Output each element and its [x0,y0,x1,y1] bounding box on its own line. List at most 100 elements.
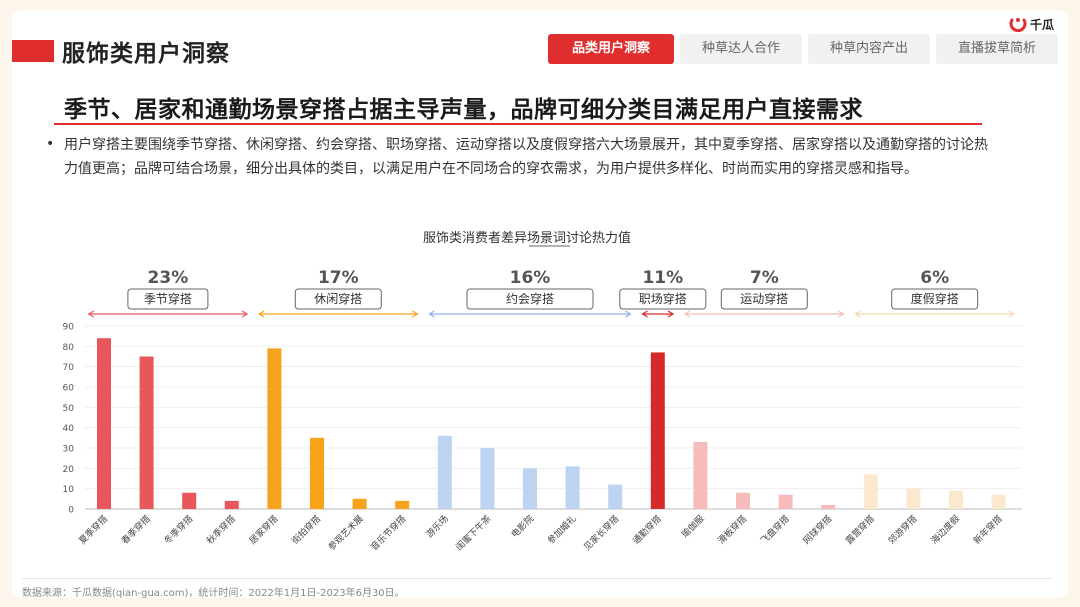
y-tick-label: 90 [63,323,75,333]
group-share: 7% [750,268,779,288]
bar [906,488,921,509]
x-tick-label: 网球穿搭 [800,513,834,547]
bar [139,356,154,509]
x-tick-label: 新年穿搭 [971,513,1005,547]
bar [650,352,665,509]
x-tick-label: 居家穿搭 [247,513,281,547]
x-tick-label: 冬季穿搭 [161,513,195,547]
tab-bar: 品类用户洞察 种草达人合作 种草内容产出 直播拔草简析 [548,34,1058,64]
page-title: 服饰类用户洞察 [62,41,230,67]
y-tick-label: 30 [63,445,75,455]
group-label: 运动穿搭 [740,291,788,306]
bar [395,500,410,509]
arrow-head-left [257,310,265,318]
bar [565,466,580,509]
group-label: 职场穿搭 [639,291,687,306]
bar [182,492,197,509]
x-tick-label: 秋季穿搭 [204,513,238,547]
arrow-head-left [683,310,691,318]
bar [97,338,111,509]
group-label-box [466,288,594,310]
title-accent-bar [12,40,54,62]
group-share: 17% [318,268,359,288]
bar [821,504,836,509]
footer-divider [22,578,1052,579]
y-tick-label: 80 [63,343,75,353]
bar [991,494,1006,509]
group-label: 休闲穿搭 [314,291,362,306]
group-share: 16% [510,268,551,288]
arrow-head-left [87,310,95,318]
x-tick-label: 滑板穿搭 [715,513,749,547]
tab-content-output[interactable]: 种草内容产出 [808,34,930,64]
arrow-head-right [1008,310,1016,318]
y-tick-label: 20 [63,465,75,475]
headline-underline [54,123,982,125]
arrow-head-right [241,310,249,318]
x-tick-label: 飞盘穿搭 [758,513,792,547]
y-tick-label: 10 [63,485,75,495]
tab-live-analysis[interactable]: 直播拔草简析 [936,34,1058,64]
group-label-box [891,288,979,310]
x-tick-label: 春季穿搭 [119,513,153,547]
brand-logo: 千瓜 [1009,15,1054,33]
group-label-box [127,288,209,310]
x-tick-label: 见家长穿搭 [581,513,621,553]
arrow-head-left [641,310,648,318]
y-tick-label: 0 [68,506,74,516]
x-tick-label: 闺蜜下午茶 [453,513,493,553]
bullet-text: 用户穿搭主要围绕季节穿搭、休闲穿搭、约会穿搭、职场穿搭、运动穿搭以及度假穿搭六大… [64,137,988,177]
arrow-head-left [854,310,861,318]
bullet-dot: • [46,136,55,152]
x-tick-label: 夏季穿搭 [76,513,110,547]
y-tick-label: 70 [63,363,75,373]
bar [736,492,750,509]
group-label-box [294,288,382,310]
x-tick-label: 音乐节穿搭 [368,513,408,553]
tab-kol-cooperation[interactable]: 种草达人合作 [680,34,802,64]
group-label: 约会穿搭 [506,291,554,306]
bar [863,474,878,509]
bar [480,448,495,509]
bar [224,500,239,509]
x-tick-label: 参加婚礼 [545,513,579,547]
x-tick-label: 参观艺术展 [325,513,365,553]
bar [523,468,537,509]
qiangua-logo-icon [1009,18,1027,33]
arrow-head-right [838,310,845,318]
group-label-box [720,288,808,310]
group-label: 度假穿搭 [911,291,959,306]
arrow-head-right [625,310,632,318]
y-tick-label: 60 [63,384,75,394]
bar [693,441,708,509]
x-tick-label: 郊游穿搭 [886,513,920,547]
x-tick-label: 街拍穿搭 [289,513,323,547]
x-tick-label: 海边度假 [928,513,962,547]
arrow-head-right [667,310,675,318]
x-tick-label: 露营穿搭 [843,513,877,547]
arrow-head-left [428,310,435,318]
headline: 季节、居家和通勤场景穿搭占据主导声量，品牌可细分类目满足用户直接需求 [64,97,863,123]
group-share: 11% [642,268,683,288]
bar [608,484,623,509]
chart-title: 服饰类消费者差异场景词讨论热力值 [423,230,631,246]
arrow-head-right [412,310,419,318]
bar [310,437,324,509]
x-tick-label: 通勤穿搭 [630,513,664,547]
group-label-box [619,288,707,310]
group-share: 6% [920,268,949,288]
logo-text: 千瓜 [1029,17,1054,32]
bar [352,498,367,509]
y-tick-label: 50 [63,404,75,414]
bar [949,490,963,509]
x-tick-label: 瑜伽服 [679,513,707,541]
group-share: 23% [148,268,189,288]
bar [778,494,793,509]
x-tick-label: 游乐场 [423,513,451,541]
x-tick-label: 电影院 [509,513,537,541]
tab-category-insight[interactable]: 品类用户洞察 [548,34,674,64]
footer-source: 数据来源：千瓜数据(qian-gua.com)，统计时间：2022年1月1日-2… [22,588,405,598]
y-tick-label: 40 [63,424,75,434]
bar [437,435,452,509]
